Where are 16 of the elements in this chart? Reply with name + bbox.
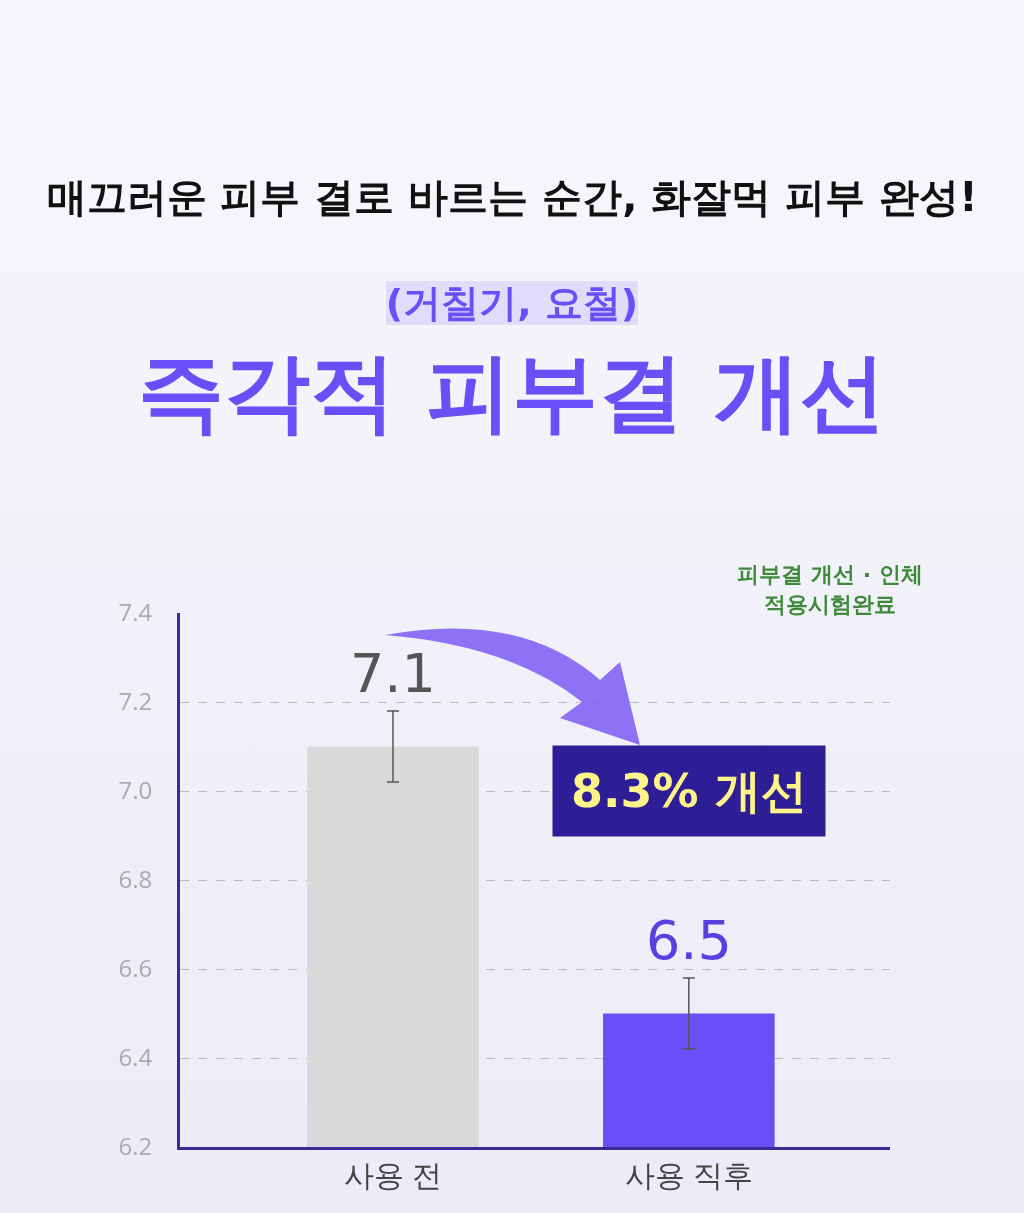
y-tick-label: 6.2	[118, 1129, 153, 1163]
y-tick-label: 7.2	[118, 684, 153, 718]
y-tick-label: 7.0	[118, 773, 153, 807]
data-label: 7.1	[350, 642, 436, 705]
chart-title: 즉각적 피부결 개선	[137, 341, 887, 444]
x-tick-label: 사용 직후	[624, 1154, 753, 1195]
text: 매끄러운 피부 결로 바르는 순간, 화잘먹 피부 완성!	[45, 173, 979, 222]
y-tick-label: 7.4	[118, 595, 153, 629]
y-tick-label: 6.6	[118, 951, 153, 985]
data-label: 6.5	[646, 909, 732, 972]
annotation: 피부결 개선 · 인체적용시험완료	[736, 561, 924, 619]
y-tick-label: 6.8	[118, 862, 153, 896]
y-tick-label: 6.4	[118, 1040, 153, 1074]
chart-subtitle: (거칠기, 요철)	[385, 281, 639, 325]
x-tick-label: 사용 전	[344, 1154, 442, 1195]
annotation: 8.3% 개선	[571, 764, 807, 818]
